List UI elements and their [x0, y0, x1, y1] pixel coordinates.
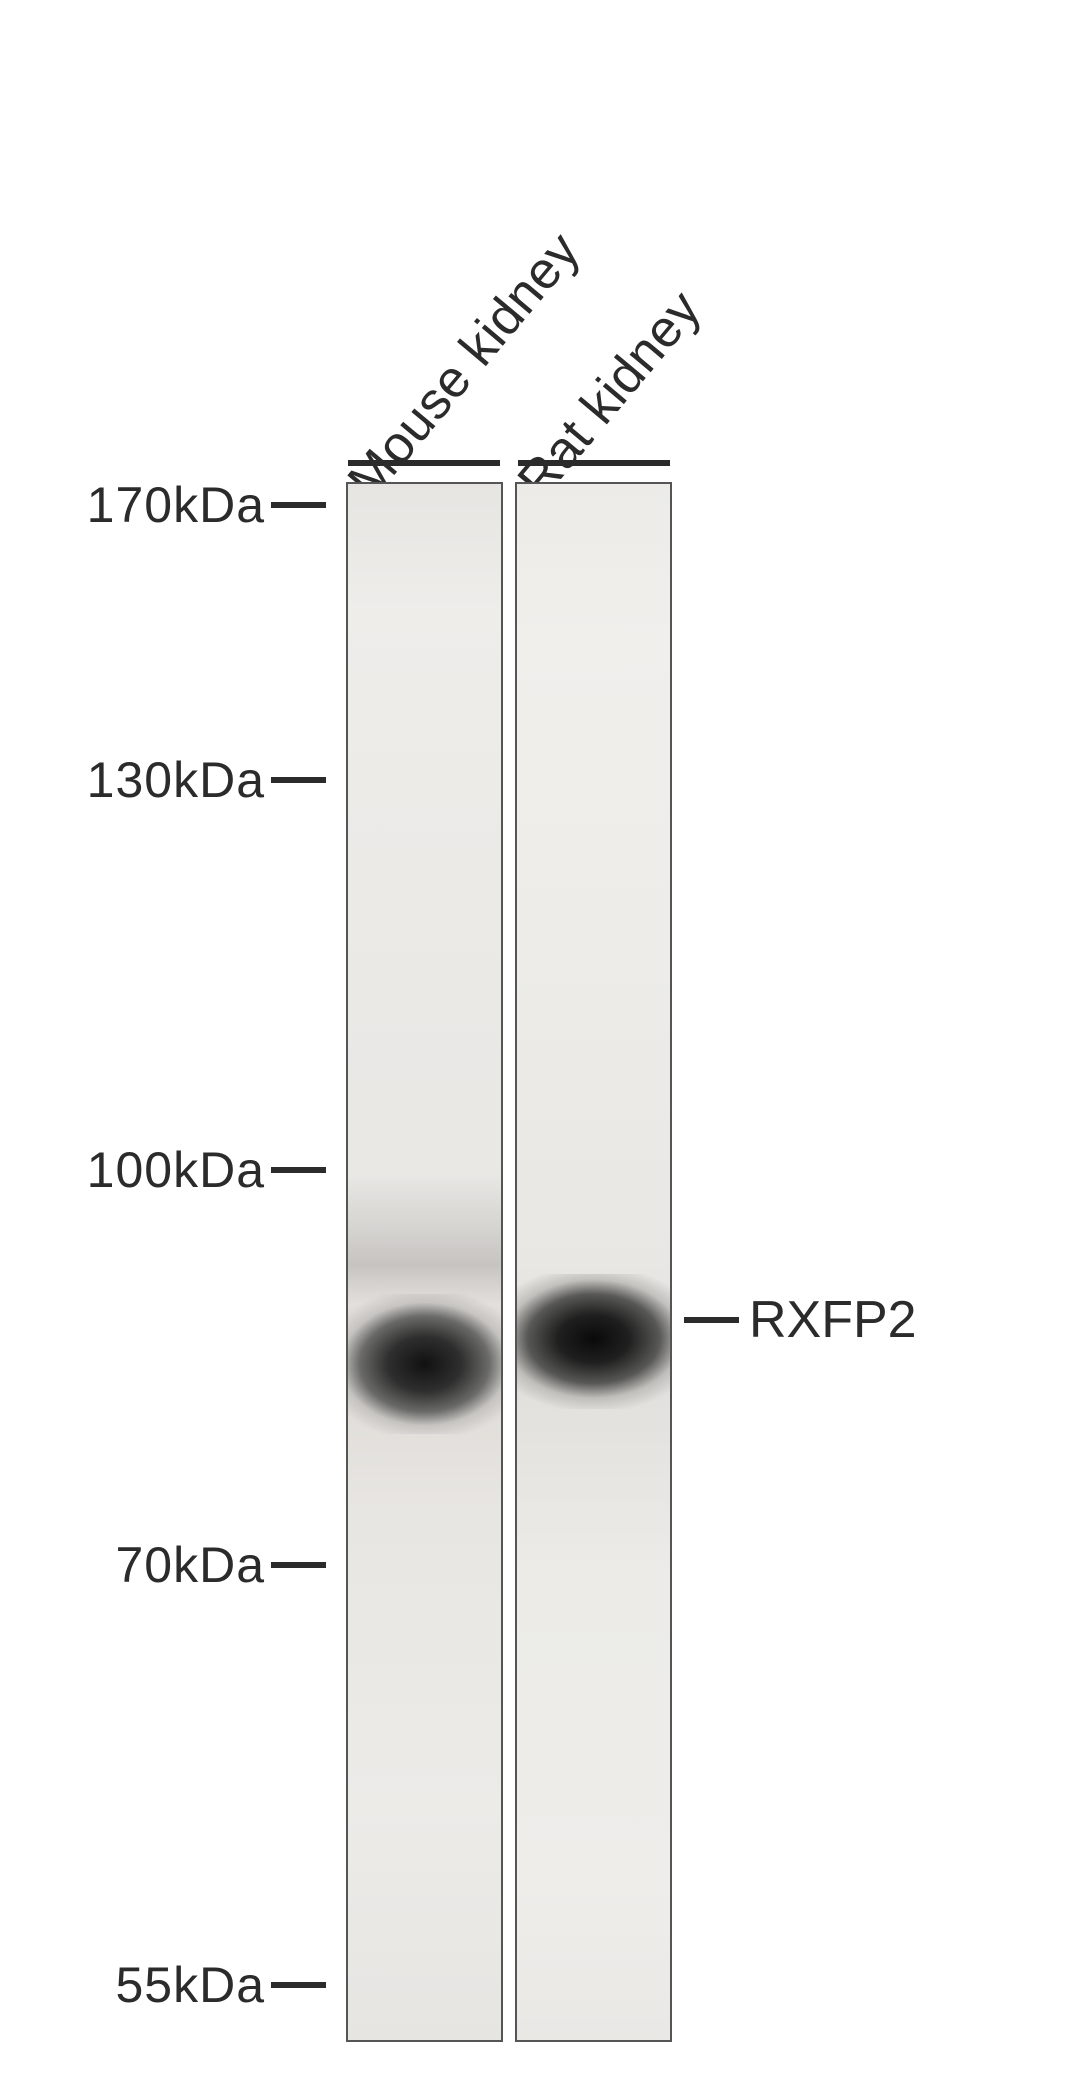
mw-marker-label: 170kDa [0, 476, 265, 534]
mw-marker-label: 55kDa [0, 1956, 265, 2014]
mw-marker-row: 70kDa [0, 1536, 326, 1594]
lane-rat-kidney [515, 482, 672, 2042]
lane-background [517, 484, 670, 2040]
mw-marker-row: 170kDa [0, 476, 326, 534]
mw-marker-tick [271, 1982, 326, 1988]
mw-marker-label: 130kDa [0, 751, 265, 809]
target-label-row: RXFP2 [684, 1290, 917, 1350]
gel-band [348, 1174, 501, 1304]
mw-marker-tick [271, 777, 326, 783]
gel-band [517, 1274, 670, 1409]
mw-marker-row: 130kDa [0, 751, 326, 809]
target-protein-label: RXFP2 [749, 1290, 917, 1350]
lane-header-underline [518, 460, 670, 466]
mw-marker-tick [271, 1562, 326, 1568]
mw-marker-row: 55kDa [0, 1956, 326, 2014]
mw-marker-tick [271, 1167, 326, 1173]
target-tick [684, 1317, 739, 1323]
mw-marker-row: 100kDa [0, 1141, 326, 1199]
lane-mouse-kidney [346, 482, 503, 2042]
mw-marker-label: 70kDa [0, 1536, 265, 1594]
lane-header-underline [348, 460, 500, 466]
mw-marker-label: 100kDa [0, 1141, 265, 1199]
mw-marker-tick [271, 502, 326, 508]
gel-band [348, 1294, 501, 1434]
